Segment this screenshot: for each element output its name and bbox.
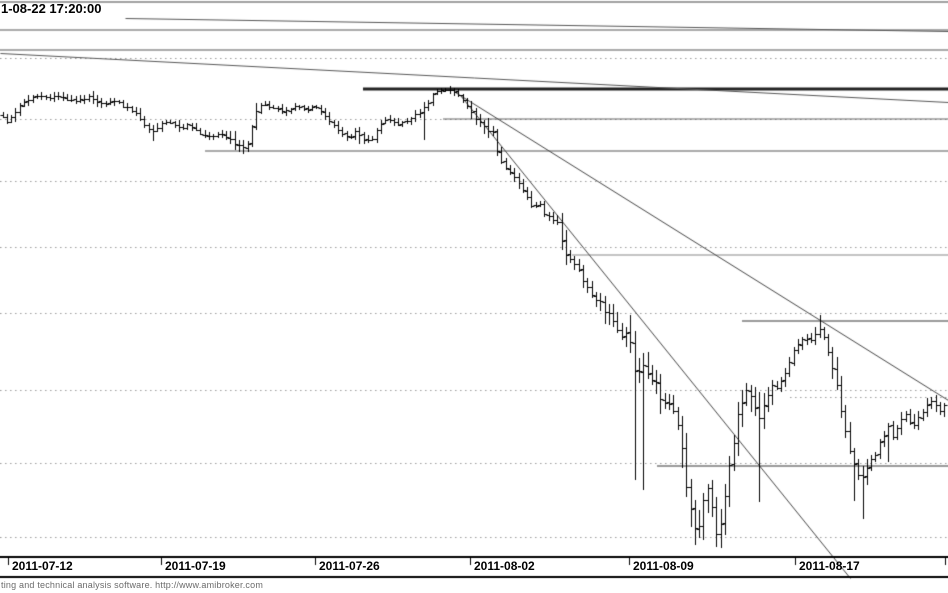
x-axis-label: 2011-07-26 [319,559,380,573]
amibroker-watermark: ting and technical analysis software. ht… [1,580,264,590]
last-bar-timestamp-label: 1-08-22 17:20:00 [1,1,102,16]
x-axis-label: 2011-08-17 [799,559,860,573]
x-axis-label: 2011-07-12 [12,559,73,573]
x-axis-label: 2011-08-02 [474,559,535,573]
x-axis-label: 2011-08-09 [633,559,694,573]
x-axis-label: 2011-07-19 [165,559,226,573]
